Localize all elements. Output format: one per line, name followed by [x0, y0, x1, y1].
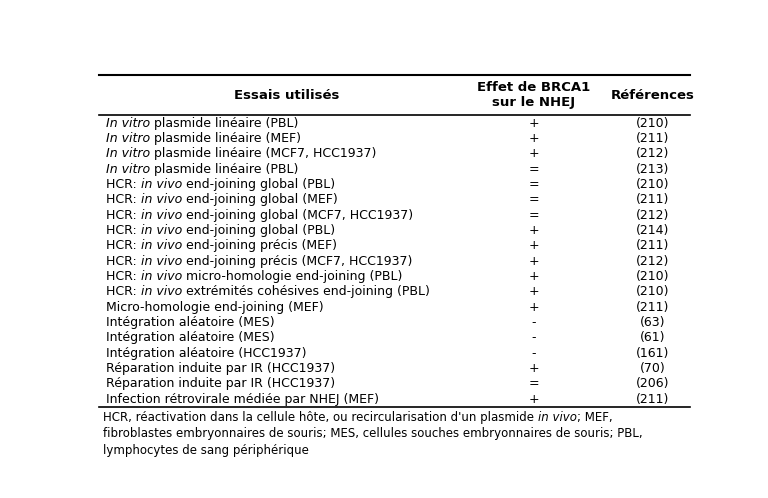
Text: +: + [528, 224, 539, 237]
Text: plasmide linéaire (PBL): plasmide linéaire (PBL) [151, 117, 299, 129]
Text: end-joining précis (MEF): end-joining précis (MEF) [182, 239, 337, 252]
Text: Infection rétrovirale médiée par NHEJ (MEF): Infection rétrovirale médiée par NHEJ (M… [106, 392, 379, 406]
Text: (211): (211) [636, 392, 669, 406]
Text: =: = [528, 377, 539, 390]
Text: plasmide linéaire (PBL): plasmide linéaire (PBL) [151, 162, 299, 176]
Text: -: - [531, 331, 536, 344]
Text: in vivo: in vivo [141, 285, 182, 298]
Text: (211): (211) [636, 193, 669, 206]
Text: (61): (61) [640, 331, 665, 344]
Text: =: = [528, 209, 539, 222]
Text: In vitro: In vitro [106, 117, 151, 129]
Text: end-joining précis (MCF7, HCC1937): end-joining précis (MCF7, HCC1937) [182, 254, 412, 267]
Text: (211): (211) [636, 301, 669, 314]
Text: (161): (161) [636, 347, 669, 360]
Text: -: - [531, 316, 536, 329]
Text: HCR:: HCR: [106, 224, 141, 237]
Text: (70): (70) [640, 362, 665, 375]
Text: in vivo: in vivo [141, 239, 182, 252]
Text: lymphocytes de sang périphérique: lymphocytes de sang périphérique [103, 444, 309, 457]
Text: (210): (210) [636, 270, 669, 283]
Text: end-joining global (PBL): end-joining global (PBL) [182, 224, 336, 237]
Text: Réparation induite par IR (HCC1937): Réparation induite par IR (HCC1937) [106, 377, 336, 390]
Text: +: + [528, 254, 539, 267]
Text: Micro-homologie end-joining (MEF): Micro-homologie end-joining (MEF) [106, 301, 324, 314]
Text: in vivo: in vivo [141, 209, 182, 222]
Text: -: - [531, 347, 536, 360]
Text: plasmide linéaire (MEF): plasmide linéaire (MEF) [151, 132, 301, 145]
Text: +: + [528, 270, 539, 283]
Text: in vivo: in vivo [141, 270, 182, 283]
Text: in vivo: in vivo [538, 411, 577, 424]
Text: in vivo: in vivo [141, 178, 182, 191]
Text: HCR, réactivation dans la cellule hôte, ou recircularisation d'un plasmide: HCR, réactivation dans la cellule hôte, … [103, 411, 538, 424]
Text: +: + [528, 132, 539, 145]
Text: HCR:: HCR: [106, 254, 141, 267]
Text: (212): (212) [636, 147, 669, 160]
Text: HCR:: HCR: [106, 178, 141, 191]
Text: HCR:: HCR: [106, 209, 141, 222]
Text: end-joining global (MEF): end-joining global (MEF) [182, 193, 338, 206]
Text: micro-homologie end-joining (PBL): micro-homologie end-joining (PBL) [182, 270, 402, 283]
Text: extrémités cohésives end-joining (PBL): extrémités cohésives end-joining (PBL) [182, 285, 430, 298]
Text: Essais utilisés: Essais utilisés [233, 89, 339, 102]
Text: Intégration aléatoire (HCC1937): Intégration aléatoire (HCC1937) [106, 347, 306, 360]
Text: (210): (210) [636, 117, 669, 129]
Text: (206): (206) [636, 377, 669, 390]
Text: Références: Références [611, 89, 694, 102]
Text: +: + [528, 285, 539, 298]
Text: +: + [528, 392, 539, 406]
Text: in vivo: in vivo [141, 224, 182, 237]
Text: In vitro: In vitro [106, 132, 151, 145]
Text: (211): (211) [636, 239, 669, 252]
Text: (212): (212) [636, 209, 669, 222]
Text: plasmide linéaire (MCF7, HCC1937): plasmide linéaire (MCF7, HCC1937) [151, 147, 376, 160]
Text: HCR:: HCR: [106, 285, 141, 298]
Text: (63): (63) [640, 316, 665, 329]
Text: (212): (212) [636, 254, 669, 267]
Text: Intégration aléatoire (MES): Intégration aléatoire (MES) [106, 331, 275, 344]
Text: fibroblastes embryonnaires de souris; MES, cellules souches embryonnaires de sou: fibroblastes embryonnaires de souris; ME… [103, 427, 643, 441]
Text: Intégration aléatoire (MES): Intégration aléatoire (MES) [106, 316, 275, 329]
Text: HCR:: HCR: [106, 239, 141, 252]
Text: +: + [528, 362, 539, 375]
Text: in vivo: in vivo [141, 254, 182, 267]
Text: +: + [528, 239, 539, 252]
Text: Réparation induite par IR (HCC1937): Réparation induite par IR (HCC1937) [106, 362, 336, 375]
Text: +: + [528, 147, 539, 160]
Text: +: + [528, 301, 539, 314]
Text: In vitro: In vitro [106, 147, 151, 160]
Text: (213): (213) [636, 162, 669, 176]
Text: +: + [528, 117, 539, 129]
Text: HCR:: HCR: [106, 193, 141, 206]
Text: (214): (214) [636, 224, 669, 237]
Text: Effet de BRCA1
sur le NHEJ: Effet de BRCA1 sur le NHEJ [477, 81, 590, 109]
Text: in vivo: in vivo [141, 193, 182, 206]
Text: end-joining global (MCF7, HCC1937): end-joining global (MCF7, HCC1937) [182, 209, 413, 222]
Text: =: = [528, 178, 539, 191]
Text: (210): (210) [636, 178, 669, 191]
Text: In vitro: In vitro [106, 162, 151, 176]
Text: (210): (210) [636, 285, 669, 298]
Text: HCR:: HCR: [106, 270, 141, 283]
Text: =: = [528, 193, 539, 206]
Text: (211): (211) [636, 132, 669, 145]
Text: end-joining global (PBL): end-joining global (PBL) [182, 178, 336, 191]
Text: =: = [528, 162, 539, 176]
Text: ; MEF,: ; MEF, [577, 411, 613, 424]
